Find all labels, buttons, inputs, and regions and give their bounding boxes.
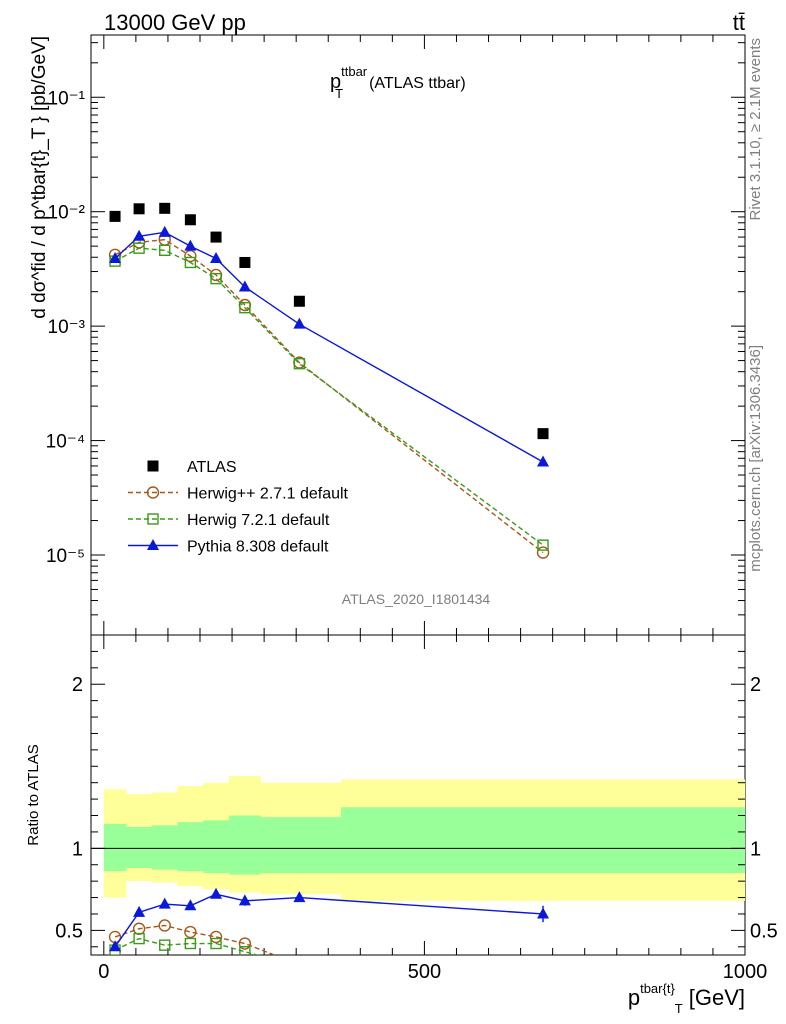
atlas-point — [184, 214, 196, 226]
herwig-7-2-1-default-line — [114, 247, 544, 546]
ratio-y-tick-label-right: 2 — [750, 674, 761, 696]
legend-marker-herwig-2-7-1-default — [146, 486, 160, 499]
atlas-point — [133, 203, 145, 215]
main-title-p: p — [330, 71, 341, 93]
herwig-2-7-1-default-ratio-point — [184, 925, 197, 939]
ratio-y-tick-label: 2 — [72, 674, 83, 696]
atlas-point — [109, 210, 121, 222]
pythia-8-308-default-ratio-point — [158, 897, 171, 909]
ratio-axis-ticks: 0 500 1000 0.5 0.5 1 1 2 2 — [55, 635, 778, 983]
x-axis-label: ptbar{t}T [GeV] — [628, 981, 745, 1016]
legend-label-pythia-8-308-default: Pythia 8.308 default — [187, 539, 329, 556]
main-y-tick-label: 10⁻⁵ — [46, 546, 85, 567]
herwig-2-7-1-default-ratio-point — [538, 992, 549, 1003]
legend-marker-atlas — [147, 460, 159, 472]
legend-label-atlas: ATLAS — [187, 459, 237, 476]
uncertainty-bands — [103, 776, 745, 901]
legend-label-herwig-7-2-1-default: Herwig 7.2.1 default — [187, 512, 330, 529]
main-series-layer — [108, 202, 550, 559]
pythia-8-308-default-ratio-point — [133, 905, 146, 917]
herwig-2-7-1-default-ratio-point — [209, 930, 223, 944]
pythia-8-308-default-point — [210, 251, 223, 263]
herwig-7-2-1-default-ratio-point — [239, 946, 251, 955]
pythia-8-308-default-ratio-point — [109, 940, 122, 952]
pythia-8-308-default-ratio-point — [293, 891, 306, 903]
process-label: tt̄ — [733, 10, 745, 35]
x-axis-label-unit: [GeV] — [689, 985, 745, 1010]
pythia-8-308-default-ratio-line — [114, 893, 544, 948]
herwig-2-7-1-default-ratio-line — [114, 924, 277, 955]
ratio-series-layer — [108, 887, 550, 1003]
atlas-point — [159, 202, 171, 214]
legend-marker-pythia-8-308-default — [147, 539, 159, 550]
herwig-7-2-1-default-ratio-line — [114, 937, 260, 955]
pythia-8-308-default-point — [158, 225, 171, 237]
herwig-7-2-1-default-point — [239, 301, 251, 314]
herwig-2-7-1-default-line — [114, 238, 544, 554]
legend: ATLAS Herwig++ 2.7.1 default Herwig 7.2.1 … — [128, 459, 349, 556]
legend-marker-herwig-7-2-1-default — [147, 513, 159, 525]
atlas-point — [537, 428, 549, 440]
ratio-y-tick-label-right: 0.5 — [750, 920, 778, 942]
legend-label-herwig-2-7-1-default: Herwig++ 2.7.1 default — [187, 486, 349, 503]
main-title-sup: ttbar — [341, 64, 368, 79]
pythia-8-308-default-ratio-point — [184, 899, 197, 911]
herwig-7-2-1-default-point — [133, 242, 145, 254]
herwig-2-7-1-default-point — [536, 546, 550, 559]
pythia-8-308-default-point — [184, 239, 197, 251]
herwig-7-2-1-default-ratio-point — [184, 937, 197, 950]
atlas-point — [239, 256, 251, 268]
main-title-sub: T — [335, 86, 343, 101]
main-y-tick-label: 10⁻² — [48, 203, 86, 224]
atlas-point — [210, 231, 222, 243]
pythia-8-308-default-point — [537, 455, 550, 467]
herwig-2-7-1-default-ratio-point — [238, 937, 252, 950]
herwig-7-2-1-default-point — [159, 244, 171, 256]
x-tick-label: 500 — [408, 961, 441, 983]
herwig-7-2-1-default-ratio-point — [159, 939, 171, 951]
ratio-y-tick-label: 0.5 — [55, 920, 83, 942]
pythia-8-308-default-ratio-point — [537, 907, 550, 919]
pythia-8-308-default-point — [293, 317, 306, 329]
main-title: pttbar T (ATLAS ttbar) — [330, 64, 466, 101]
pythia-8-308-default-ratio-point — [238, 894, 251, 906]
x-axis-label-p: p — [628, 985, 640, 1010]
main-y-axis-label: d dσ^fid / d p^tbar{t}_T } [pb/GeV] — [29, 36, 50, 319]
x-axis-label-sub: T — [675, 1001, 683, 1016]
herwig-2-7-1-default-ratio-point — [158, 919, 171, 932]
herwig-7-2-1-default-point — [210, 272, 222, 285]
ratio-y-tick-label-right: 1 — [750, 838, 761, 860]
mcplots-label: mcplots.cern.ch [arXiv:1306.3436] — [747, 345, 764, 572]
ratio-y-axis-label: Ratio to ATLAS — [25, 744, 42, 845]
rivet-version-label: Rivet 3.1.10, ≥ 2.1M events — [747, 38, 764, 221]
main-axis-ticks: 10⁻⁵ 10⁻⁴ 10⁻³ 10⁻² 10⁻¹ — [46, 35, 746, 636]
pythia-8-308-default-point — [133, 229, 146, 241]
herwig-7-2-1-default-ratio-point — [294, 961, 304, 971]
herwig-7-2-1-default-point — [293, 357, 306, 370]
pythia-8-308-default-point — [238, 280, 251, 292]
main-y-tick-label: 10⁻¹ — [48, 88, 86, 109]
x-tick-label: 1000 — [723, 961, 768, 983]
pythia-8-308-default-line — [114, 231, 544, 463]
main-y-tick-label: 10⁻⁴ — [46, 432, 85, 453]
energy-label: 13000 GeV pp — [104, 10, 246, 35]
inner-uncertainty-band — [103, 807, 745, 875]
analysis-watermark: ATLAS_2020_I1801434 — [342, 591, 491, 607]
x-axis-label-sup: tbar{t} — [640, 981, 675, 996]
ratio-y-tick-label: 1 — [72, 838, 83, 860]
pythia-8-308-default-point — [109, 251, 122, 263]
herwig-7-2-1-default-point — [537, 539, 549, 551]
main-title-rest: (ATLAS ttbar) — [369, 75, 466, 92]
x-tick-label: 0 — [98, 961, 109, 983]
pythia-8-308-default-ratio-point — [210, 887, 223, 899]
herwig-2-7-1-default-ratio-point — [294, 959, 305, 970]
herwig-7-2-1-default-ratio-point — [133, 932, 145, 945]
herwig-7-2-1-default-ratio-point — [210, 937, 222, 950]
herwig-7-2-1-default-point — [184, 256, 197, 269]
main-y-tick-label: 10⁻³ — [48, 317, 86, 338]
herwig-7-2-1-default-ratio-point — [538, 989, 548, 999]
atlas-point — [293, 295, 305, 307]
